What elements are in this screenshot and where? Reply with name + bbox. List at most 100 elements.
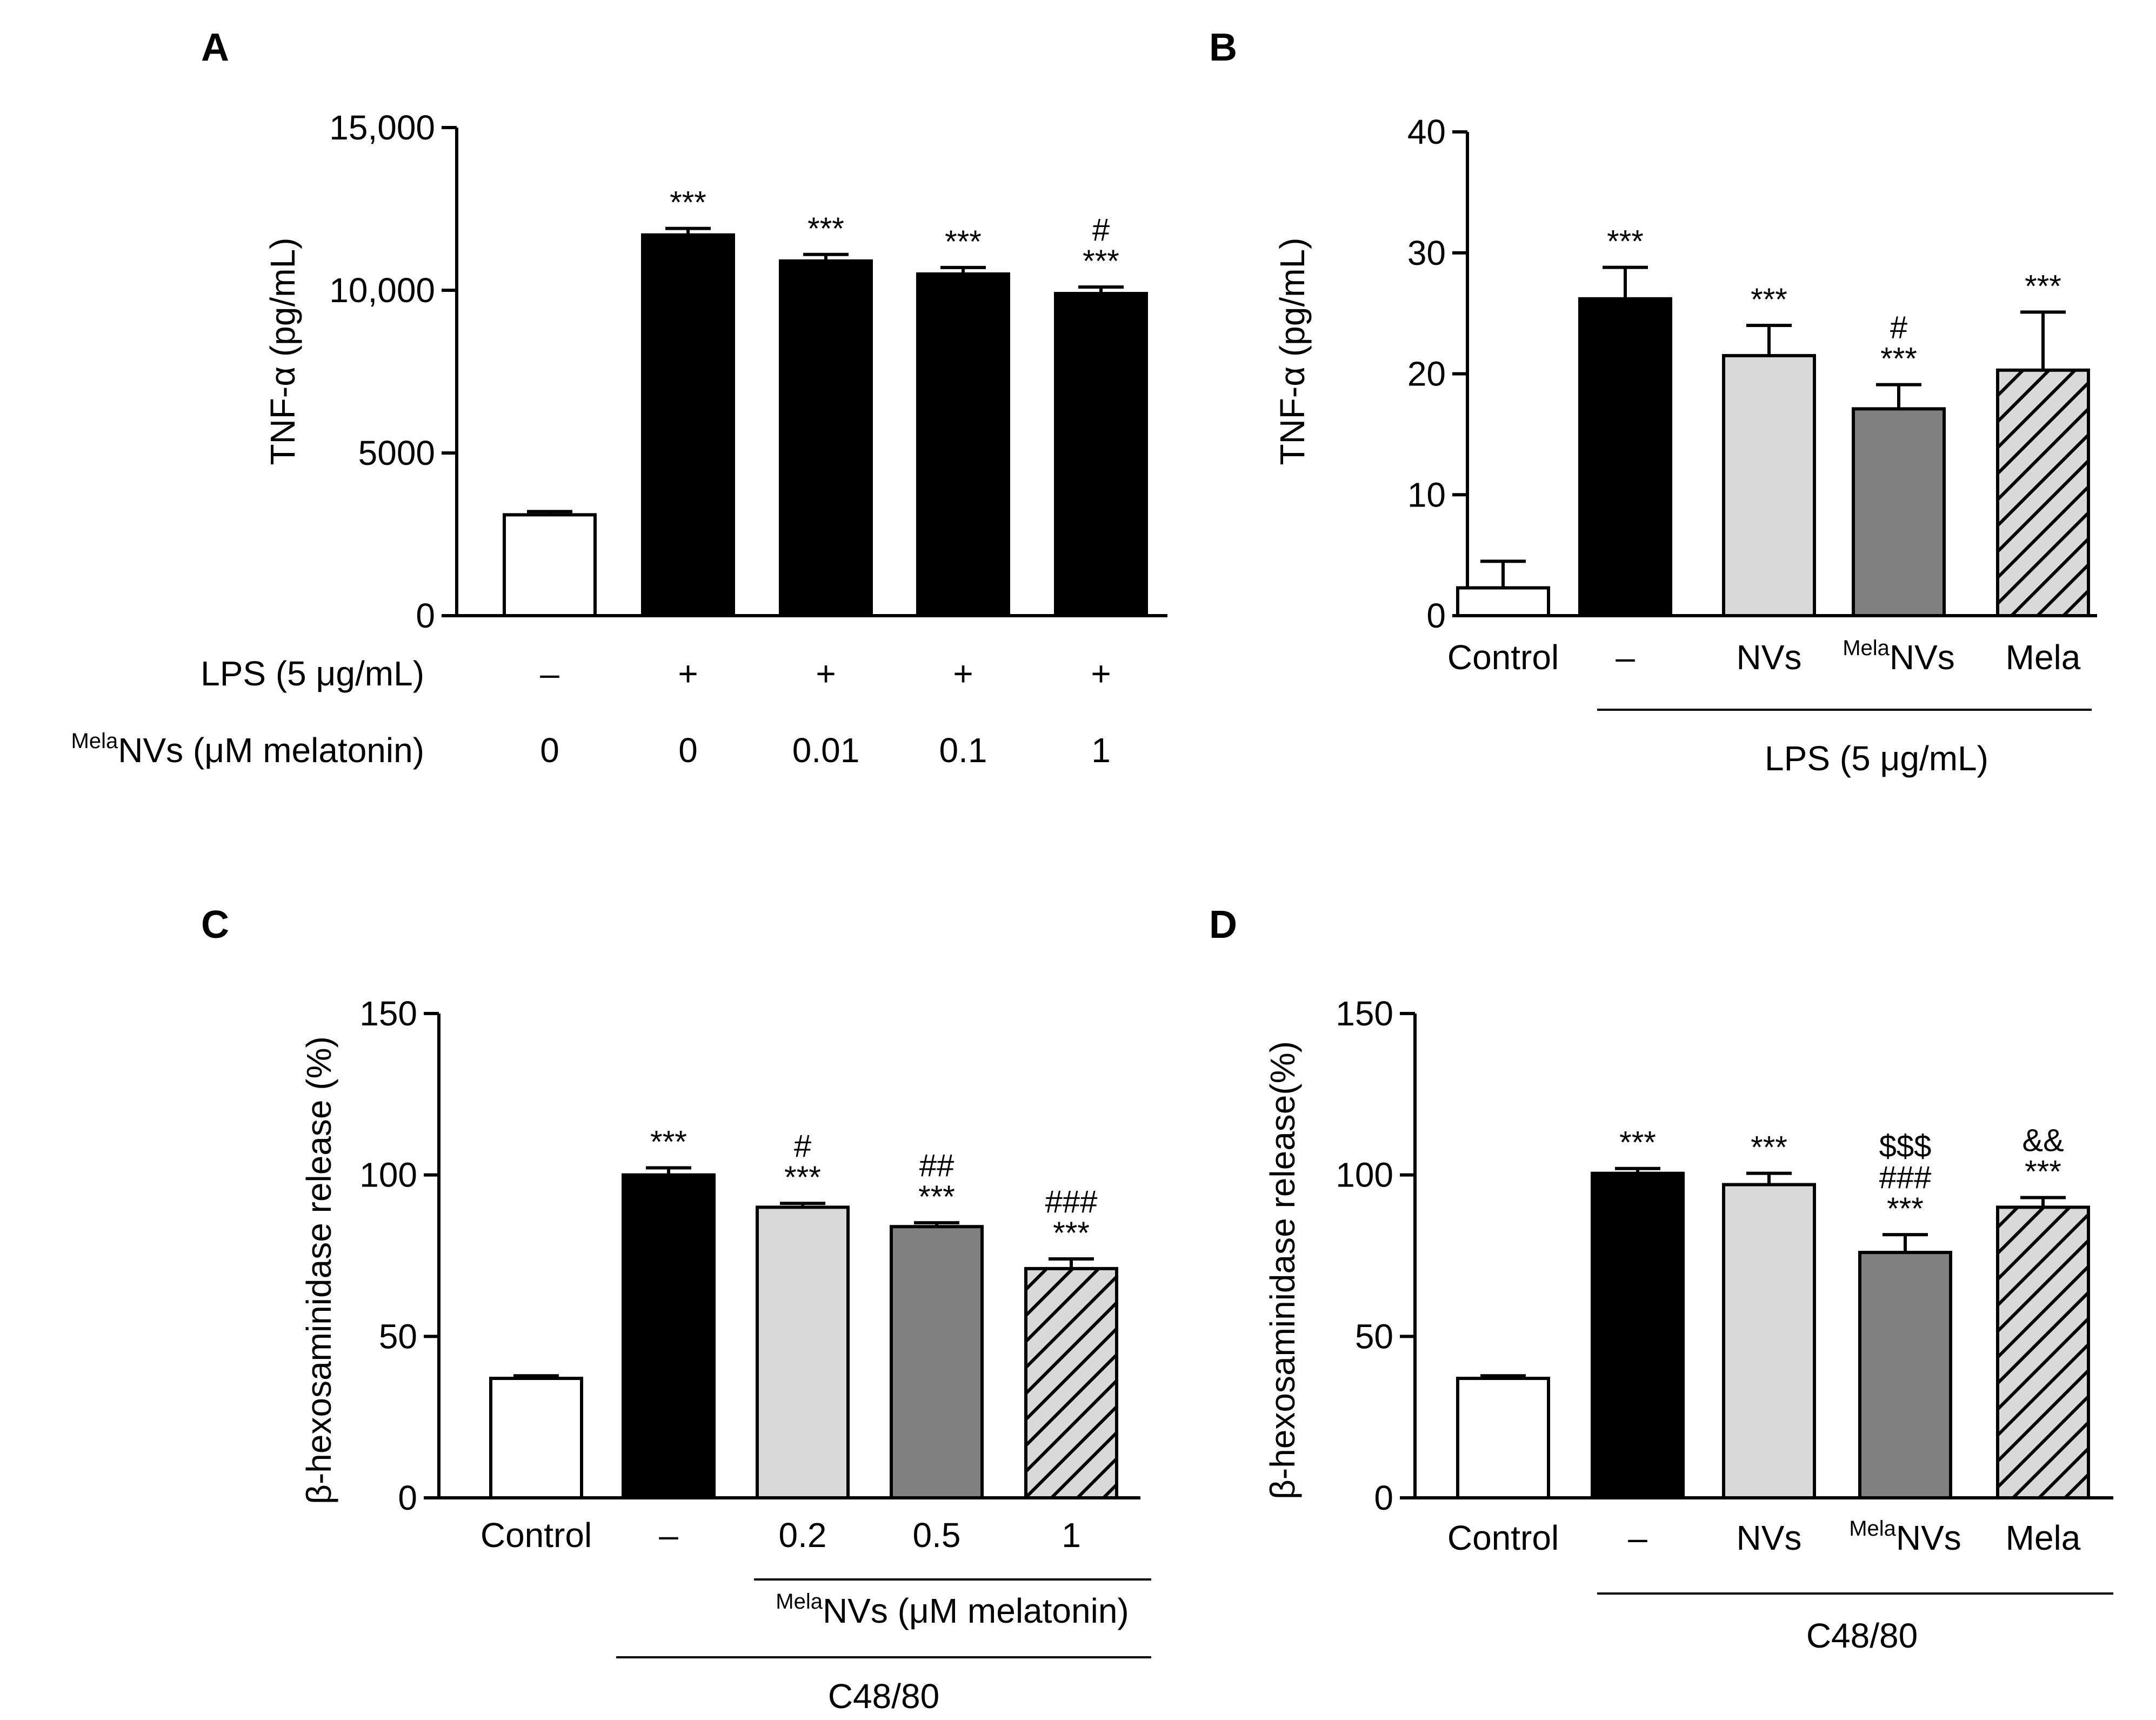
melanvs-row-label: MelaNVs (μM melatonin) bbox=[71, 729, 424, 770]
panel-c-bar bbox=[756, 1205, 850, 1499]
panel-d-bar bbox=[1996, 1205, 2090, 1499]
melanvs-row-label-main: NVs (μM melatonin) bbox=[118, 731, 424, 770]
panel-d-category-label: MelaNVs bbox=[1849, 1517, 1961, 1557]
melanvs-row-value: 1 bbox=[1091, 731, 1111, 770]
panel-c-significance-marker: *** bbox=[1053, 1216, 1090, 1251]
panel-d-bar bbox=[1456, 1376, 1550, 1499]
panel-c-subgroup-label: MelaNVs (μM melatonin) bbox=[776, 1590, 1129, 1630]
panel-a-melanvs-row: MelaNVs (μM melatonin) 0 0 0.01 0.1 1 bbox=[71, 729, 1111, 770]
panel-d-significance-marker: && bbox=[2022, 1123, 2064, 1158]
panel-d-significance-marker: *** bbox=[1751, 1130, 1787, 1165]
panel-b-significance-marker: *** bbox=[1751, 282, 1787, 317]
lps-row-value: – bbox=[540, 654, 559, 693]
panel-b-category-label: Mela bbox=[2006, 638, 2081, 677]
panel-d-category-label: NVs bbox=[1737, 1518, 1802, 1557]
panel-d-category-label: Control bbox=[1447, 1518, 1559, 1557]
panel-c-significance-marker: *** bbox=[784, 1160, 821, 1195]
panel-a-significance-marker: *** bbox=[670, 185, 706, 221]
panel-letter-b: B bbox=[1209, 26, 1237, 69]
panel-c-significance-marker: ## bbox=[919, 1148, 954, 1183]
panel-a-significance-marker: *** bbox=[945, 224, 982, 259]
panel-b-significance-marker: *** bbox=[1607, 224, 1644, 259]
panel-a-significance-marker: *** bbox=[1083, 244, 1119, 279]
panel-d-significance-marker: *** bbox=[1887, 1191, 1924, 1226]
panel-a-significance-marker: # bbox=[1092, 212, 1110, 248]
panel-b-category-label: MelaNVs bbox=[1843, 636, 1955, 677]
lps-row-value: + bbox=[678, 654, 698, 693]
panel-d-category-sup: Mela bbox=[1849, 1517, 1896, 1541]
melanvs-row-value: 0.1 bbox=[939, 731, 987, 770]
panel-d-bar bbox=[1722, 1183, 1816, 1499]
panel-b-y-axis-label: TNF-α (pg/mL) bbox=[1273, 238, 1312, 465]
panel-b-significance-marker: # bbox=[1890, 310, 1907, 345]
panel-c-y-tick-label: 150 bbox=[359, 994, 417, 1033]
panel-letter-d: D bbox=[1209, 903, 1237, 946]
panel-b-category-sup: Mela bbox=[1843, 636, 1890, 660]
panel-a-bar bbox=[641, 233, 735, 618]
panel-letter-c: C bbox=[201, 903, 229, 946]
panel-b-group-label: LPS (5 μg/mL) bbox=[1765, 739, 1988, 778]
panel-c-categories: Control – 0.2 0.5 1 bbox=[480, 1516, 1081, 1555]
panel-d-bar bbox=[1591, 1171, 1685, 1499]
panel-c-y-tick-label: 100 bbox=[359, 1156, 417, 1195]
panel-a-y-tick-label: 0 bbox=[416, 596, 435, 635]
panel-d-category-label: Mela bbox=[2006, 1518, 2081, 1557]
panel-a-y-tick-label: 15,000 bbox=[329, 108, 435, 147]
panel-c-category-label: – bbox=[659, 1516, 678, 1555]
panel-d-significance-marker: *** bbox=[2025, 1154, 2061, 1189]
panel-c-bar bbox=[622, 1173, 716, 1500]
panel-a-y-tick-label: 5000 bbox=[358, 434, 435, 472]
panel-a-y-axis-label: TNF-α (pg/mL) bbox=[263, 238, 302, 465]
panel-d-y-tick-label: 100 bbox=[1336, 1156, 1393, 1195]
panel-d-y-tick-label: 150 bbox=[1336, 994, 1393, 1033]
panel-c-significance-marker: ### bbox=[1045, 1184, 1098, 1219]
panel-b-categories: Control – NVs MelaNVs Mela bbox=[1447, 636, 2081, 677]
panel-c-y-axis-label: β-hexosaminidase release (%) bbox=[299, 1036, 338, 1504]
panel-c-significance-marker: # bbox=[794, 1129, 811, 1164]
panel-d-category-label: – bbox=[1628, 1518, 1647, 1557]
panel-d-categories: Control – NVs MelaNVs Mela bbox=[1447, 1517, 2081, 1557]
panel-b-bar bbox=[1722, 354, 1816, 617]
panel-c-bar bbox=[890, 1225, 984, 1499]
panel-d-significance-marker: $$$ bbox=[1879, 1129, 1932, 1164]
panel-a-y-tick-label: 10,000 bbox=[329, 271, 435, 310]
panel-d-category-main: NVs bbox=[1896, 1518, 1961, 1557]
panel-b-category-label: Control bbox=[1447, 638, 1559, 677]
panel-b-category-label: NVs bbox=[1737, 638, 1802, 677]
panel-b-bar bbox=[1578, 297, 1672, 617]
panel-b-y-tick-label: 10 bbox=[1407, 475, 1446, 514]
panel-a-bar bbox=[916, 272, 1010, 617]
panel-b-category-label: – bbox=[1616, 638, 1635, 677]
panel-b-category-main: NVs bbox=[1890, 638, 1955, 677]
melanvs-row-value: 0 bbox=[540, 731, 559, 770]
panel-c-bar bbox=[1024, 1266, 1118, 1499]
panel-b-y-tick-label: 40 bbox=[1407, 112, 1446, 151]
panel-c-y-tick-label: 50 bbox=[379, 1317, 417, 1356]
panel-c-significance-marker: *** bbox=[650, 1125, 687, 1160]
panel-d-y-tick-label: 50 bbox=[1355, 1317, 1393, 1356]
panel-b-y-tick-label: 20 bbox=[1407, 355, 1446, 394]
panel-c-subgroup-main: NVs (μM melatonin) bbox=[823, 1591, 1129, 1630]
panel-b-y-tick-label: 30 bbox=[1407, 234, 1446, 272]
panel-b-significance-marker: *** bbox=[1880, 342, 1917, 377]
lps-row-value: + bbox=[1091, 654, 1111, 693]
panel-c-category-label: 1 bbox=[1062, 1516, 1081, 1555]
melanvs-row-value: 0.01 bbox=[792, 731, 860, 770]
panel-b-bar bbox=[1456, 586, 1550, 617]
melanvs-row-value: 0 bbox=[678, 731, 698, 770]
melanvs-row-label-sup: Mela bbox=[71, 729, 118, 753]
panel-c-subgroup-sup: Mela bbox=[776, 1590, 823, 1614]
lps-row-value: + bbox=[816, 654, 836, 693]
panel-c-bar bbox=[489, 1376, 583, 1499]
panel-d-y-tick-label: 0 bbox=[1374, 1478, 1393, 1517]
lps-row-label: LPS (5 μg/mL) bbox=[201, 654, 424, 693]
